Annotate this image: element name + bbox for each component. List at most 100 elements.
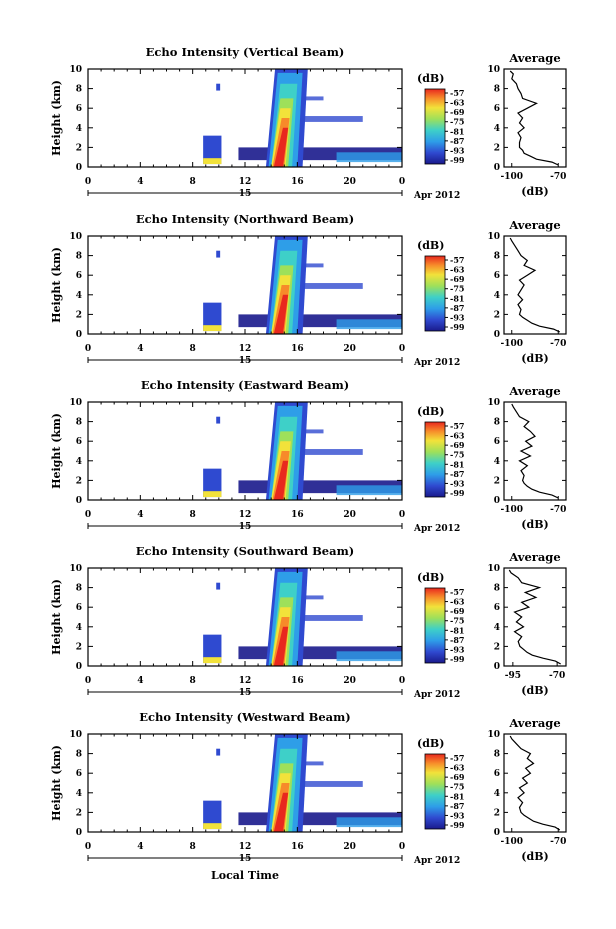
average-profile-line [509,70,559,166]
colorbar-tick-label: -93 [450,478,465,488]
avg-y-tick-label: 10 [487,398,500,408]
x-tick-label: 8 [190,177,196,187]
colorbar-unit: (dB) [417,405,444,418]
average-frame [503,68,567,168]
x-tick-label: 0 [399,177,405,187]
colorbar [424,587,446,664]
echo-patch [203,468,222,498]
colorbar-tick-label: -63 [450,597,465,607]
colorbar-tick-label: -57 [450,88,464,98]
avg-x-axis-label: (dB) [521,518,548,531]
colorbar-tick-label: -75 [450,782,464,792]
avg-x-tick-label: -100 [500,339,523,349]
y-axis-label: Height (km) [50,80,63,156]
day-label: 15 [239,189,252,199]
avg-y-tick-label: 10 [487,65,500,75]
y-tick-label: 4 [76,457,82,467]
colorbar-tick-label: -99 [450,155,465,165]
avg-y-tick-label: 6 [494,437,500,447]
y-tick-label: 6 [76,104,82,114]
convective-column [273,127,289,167]
avg-y-tick-label: 2 [494,808,500,818]
y-tick-label: 0 [76,330,82,340]
y-tick-label: 4 [76,124,82,134]
y-tick-label: 8 [76,750,82,760]
colorbar-tick-label: -57 [450,421,464,431]
y-tick-label: 4 [76,291,82,301]
y-tick-label: 8 [76,418,82,428]
echo-patch [297,263,324,268]
avg-y-tick-label: 2 [494,143,500,153]
colorbar-tick-label: -63 [450,763,465,773]
colorbar-tick-label: -81 [450,459,464,469]
convective-column [273,792,289,832]
x-tick-label: 16 [291,676,304,686]
x-tick-label: 20 [343,676,356,686]
avg-y-tick-label: 8 [494,252,500,262]
x-tick-label: 4 [137,177,143,187]
echo-patch [203,800,222,830]
avg-y-tick-label: 2 [494,642,500,652]
date-label: Apr 2012 [413,358,460,368]
x-tick-label: 8 [190,842,196,852]
y-axis-label: Height (km) [50,413,63,489]
colorbar-tick-label: -87 [450,136,464,146]
x-tick-label: 12 [239,177,252,187]
x-tick-label: 0 [399,676,405,686]
x-tick-label: 12 [239,510,252,520]
echo-patch [297,781,363,787]
colorbar-tick-label: -69 [450,772,465,782]
avg-x-axis-label: (dB) [521,185,548,198]
echo-patch [336,817,402,828]
x-tick-label: 0 [399,510,405,520]
x-tick-label: 4 [137,842,143,852]
convective-column [273,294,289,334]
y-tick-label: 6 [76,271,82,281]
avg-y-tick-label: 0 [494,828,500,838]
echo-patch [203,135,222,165]
avg-y-tick-label: 4 [494,124,500,134]
heatmap [203,402,402,500]
colorbar-tick-label: -81 [450,791,464,801]
x-tick-label: 16 [291,842,304,852]
colorbar-tick-label: -93 [450,644,465,654]
average-title: Average [508,51,560,65]
echo-patch [297,283,363,289]
echo-patch [297,96,324,101]
x-axis-label: Local Time [211,869,279,882]
avg-y-tick-label: 8 [494,85,500,95]
avg-x-tick-label: -100 [500,837,523,847]
y-tick-label: 8 [76,584,82,594]
echo-patch [297,449,363,455]
average-profile-line [509,735,561,831]
colorbar [424,421,446,498]
echo-patch [297,116,363,122]
echo-patch [203,158,222,165]
y-axis-label: Height (km) [50,579,63,655]
panel-3: Echo Intensity (Eastward Beam)0 4 8 12 16 20 0… [50,378,567,534]
panel-title: Echo Intensity (Eastward Beam) [141,378,349,392]
date-label: Apr 2012 [413,856,460,866]
y-tick-label: 10 [69,232,82,242]
x-tick-label: 12 [239,842,252,852]
x-tick-label: 16 [291,344,304,354]
y-tick-label: 2 [76,143,82,153]
average-frame [503,235,567,335]
colorbar-tick-label: -93 [450,810,465,820]
x-tick-label: 20 [343,344,356,354]
x-tick-label: 8 [190,344,196,354]
convective-column [273,626,289,666]
avg-x-tick-label: -70 [550,339,566,349]
echo-patch [203,491,222,498]
x-tick-label: 20 [343,842,356,852]
avg-y-tick-label: 4 [494,457,500,467]
y-tick-label: 0 [76,828,82,838]
avg-x-tick-label: -70 [550,505,566,515]
colorbar-tick-label: -75 [450,117,464,127]
average-title: Average [508,550,560,564]
x-tick-label: 16 [291,510,304,520]
colorbar-tick-label: -81 [450,126,464,136]
avg-x-tick-label: -95 [505,671,521,681]
colorbar-tick-label: -69 [450,440,465,450]
echo-patch [216,748,221,756]
